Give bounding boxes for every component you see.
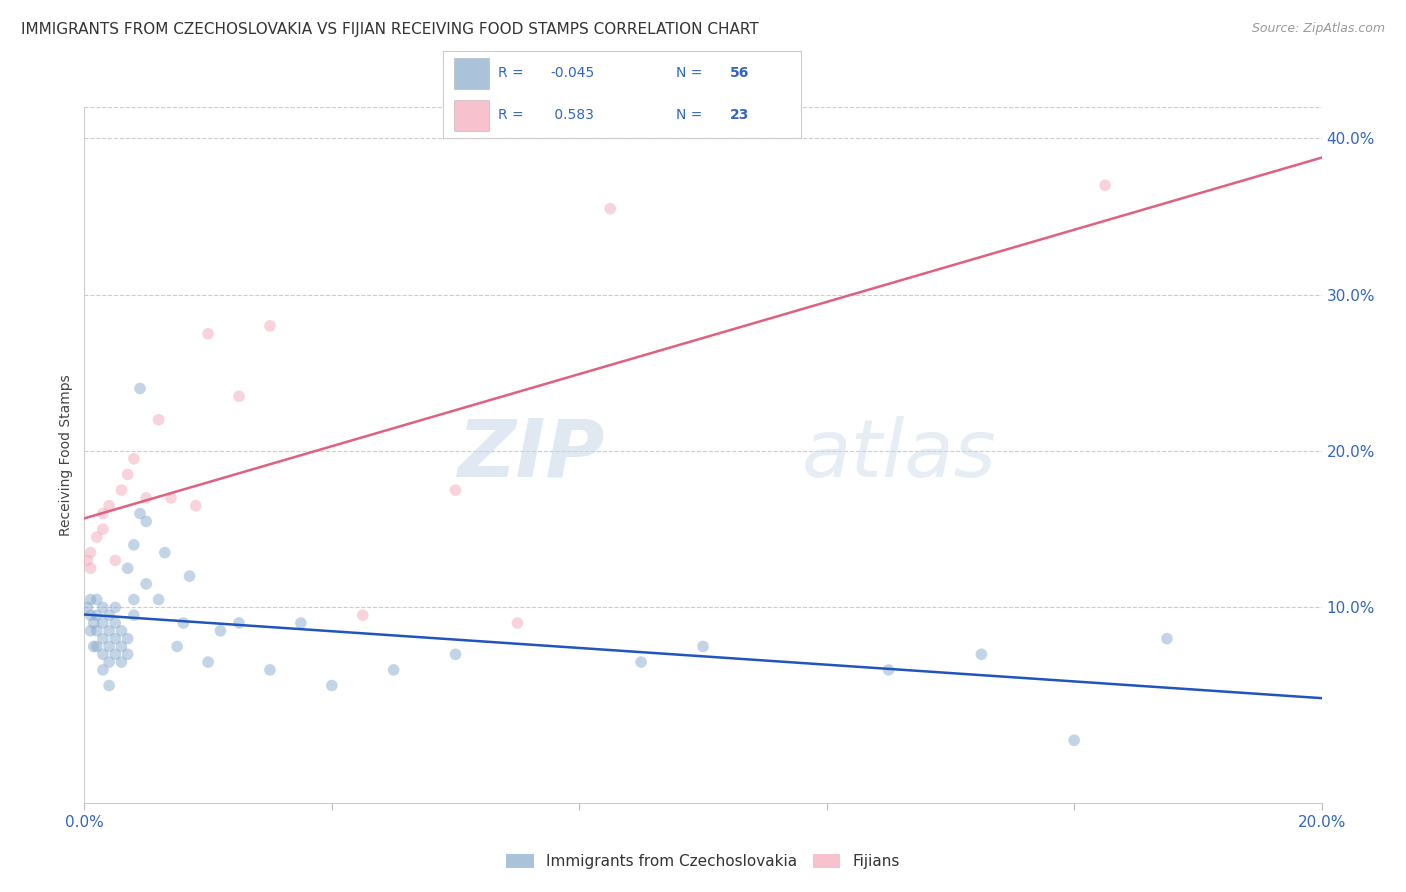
Point [79,608,101,623]
Point [129,382,152,396]
Point [148,413,170,427]
Point [104,553,127,567]
Point [91,507,114,521]
Text: N =: N = [676,108,707,122]
Point [91,522,114,536]
Point [110,624,132,638]
Point [98,499,121,513]
Point [444,647,467,661]
Text: -0.045: -0.045 [551,66,595,80]
Point [122,608,145,623]
Point [321,679,343,693]
Legend: Immigrants from Czechoslovakia, Fijians: Immigrants from Czechoslovakia, Fijians [501,848,905,875]
Point [83,615,105,630]
Text: IMMIGRANTS FROM CZECHOSLOVAKIA VS FIJIAN RECEIVING FOOD STAMPS CORRELATION CHART: IMMIGRANTS FROM CZECHOSLOVAKIA VS FIJIAN… [21,22,759,37]
Point [117,467,139,482]
Point [86,592,108,607]
Point [135,491,157,505]
Point [122,592,145,607]
Point [79,592,101,607]
Point [91,663,114,677]
Point [166,640,188,654]
Point [76,553,98,567]
Point [184,499,207,513]
Text: ZIP: ZIP [457,416,605,494]
Point [91,632,114,646]
Point [197,326,219,341]
Point [117,561,139,575]
Text: R =: R = [499,66,529,80]
Point [1094,178,1116,193]
Point [110,483,132,497]
Point [228,615,250,630]
Point [104,632,127,646]
Point [160,491,183,505]
Point [98,655,121,669]
Point [352,608,374,623]
Point [104,600,127,615]
Point [122,538,145,552]
Point [104,647,127,661]
Point [76,600,98,615]
Bar [454,58,489,89]
Point [197,655,219,669]
Text: 23: 23 [730,108,749,122]
Point [129,507,152,521]
Point [506,615,529,630]
Point [135,577,157,591]
Point [86,624,108,638]
Point [86,608,108,623]
Point [117,632,139,646]
Point [209,624,232,638]
Point [91,647,114,661]
Point [228,389,250,403]
Point [83,640,105,654]
Text: R =: R = [499,108,529,122]
Y-axis label: Receiving Food Stamps: Receiving Food Stamps [59,374,73,536]
Point [110,640,132,654]
Text: 0.583: 0.583 [551,108,595,122]
Text: N =: N = [676,66,707,80]
Point [98,608,121,623]
Point [91,615,114,630]
Point [98,679,121,693]
Point [110,655,132,669]
Point [692,640,714,654]
Text: Source: ZipAtlas.com: Source: ZipAtlas.com [1251,22,1385,36]
Point [98,640,121,654]
Text: atlas: atlas [801,416,997,494]
Point [290,615,312,630]
Point [970,647,993,661]
Point [98,624,121,638]
Point [259,663,281,677]
Point [444,483,467,497]
Point [104,615,127,630]
Point [179,569,201,583]
Point [91,600,114,615]
Text: 56: 56 [730,66,749,80]
Point [382,663,405,677]
Point [1156,632,1178,646]
Point [259,318,281,333]
Point [122,451,145,466]
Point [148,592,170,607]
Point [1063,733,1085,747]
Point [117,647,139,661]
Point [86,640,108,654]
Point [79,561,101,575]
Bar [454,100,489,131]
Point [172,615,194,630]
Point [153,546,176,560]
Point [630,655,652,669]
Point [79,624,101,638]
Point [79,546,101,560]
Point [877,663,900,677]
Point [86,530,108,544]
Point [135,514,157,528]
Point [599,202,621,216]
